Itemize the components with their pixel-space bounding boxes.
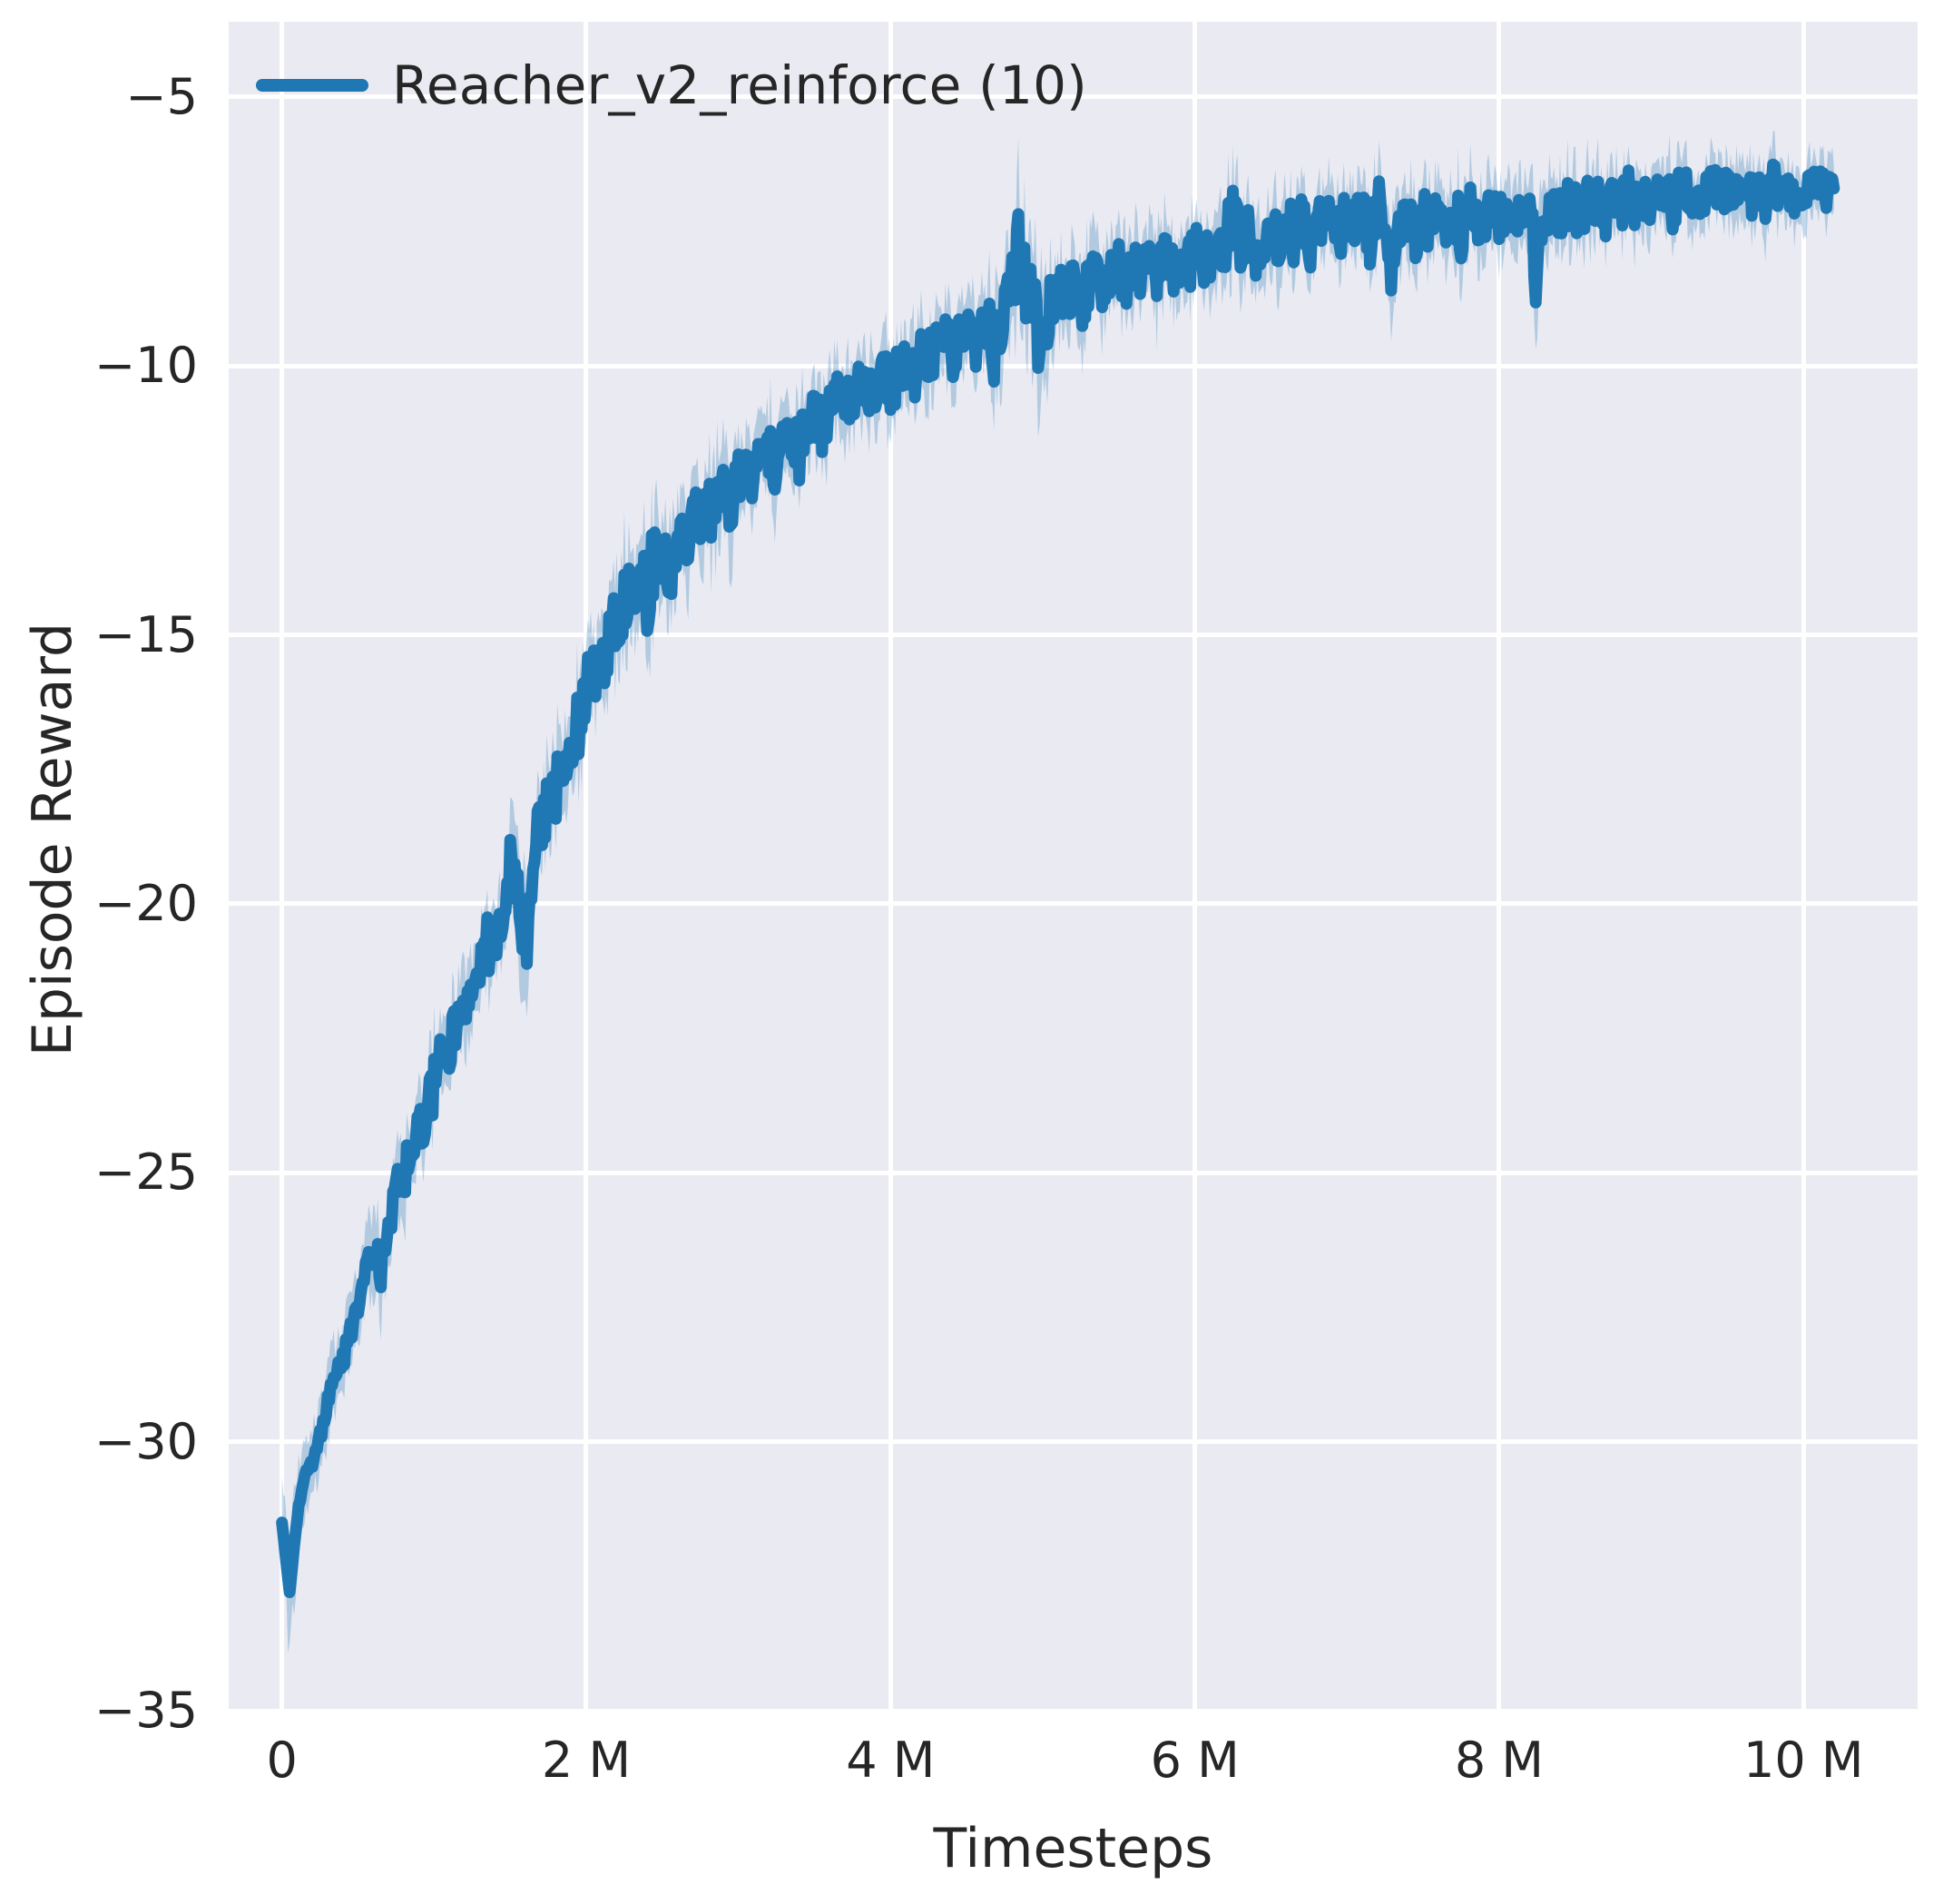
x-tick-label: 4 M <box>846 1732 936 1789</box>
y-tick-label: −5 <box>125 67 198 125</box>
gridline-horizontal <box>229 94 1918 100</box>
gridline-horizontal <box>229 901 1918 907</box>
gridline-vertical <box>1497 22 1502 1711</box>
x-tick-label: 6 M <box>1150 1732 1240 1789</box>
legend-line-swatch <box>256 79 368 92</box>
x-tick-label: 8 M <box>1454 1732 1544 1789</box>
plot-area <box>229 22 1918 1711</box>
y-tick-label: −35 <box>94 1682 198 1739</box>
gridline-vertical <box>280 22 285 1711</box>
y-axis-label: Episode Reward <box>21 622 84 1057</box>
y-tick-label: −30 <box>94 1412 198 1470</box>
confidence-band <box>281 131 1834 1654</box>
gridline-vertical <box>888 22 893 1711</box>
x-tick-label: 10 M <box>1743 1732 1864 1789</box>
legend[interactable]: Reacher_v2_reinforce (10) <box>256 54 1087 116</box>
gridline-vertical <box>584 22 589 1711</box>
x-axis-label: Timesteps <box>933 1817 1213 1880</box>
gridline-vertical <box>1801 22 1806 1711</box>
gridline-horizontal <box>229 1708 1918 1711</box>
gridline-horizontal <box>229 1170 1918 1175</box>
line-chart-svg <box>276 131 1840 1654</box>
gridline-vertical <box>1192 22 1198 1711</box>
y-tick-label: −15 <box>94 605 198 663</box>
mean-line <box>276 158 1840 1598</box>
gridline-horizontal <box>229 363 1918 368</box>
x-tick-label: 2 M <box>541 1732 632 1789</box>
legend-label: Reacher_v2_reinforce (10) <box>392 54 1087 116</box>
x-tick-label: 0 <box>266 1732 298 1789</box>
gridline-horizontal <box>229 633 1918 638</box>
y-tick-label: −20 <box>94 874 198 932</box>
y-tick-label: −10 <box>94 337 198 395</box>
gridline-horizontal <box>229 1439 1918 1445</box>
y-tick-label: −25 <box>94 1143 198 1202</box>
